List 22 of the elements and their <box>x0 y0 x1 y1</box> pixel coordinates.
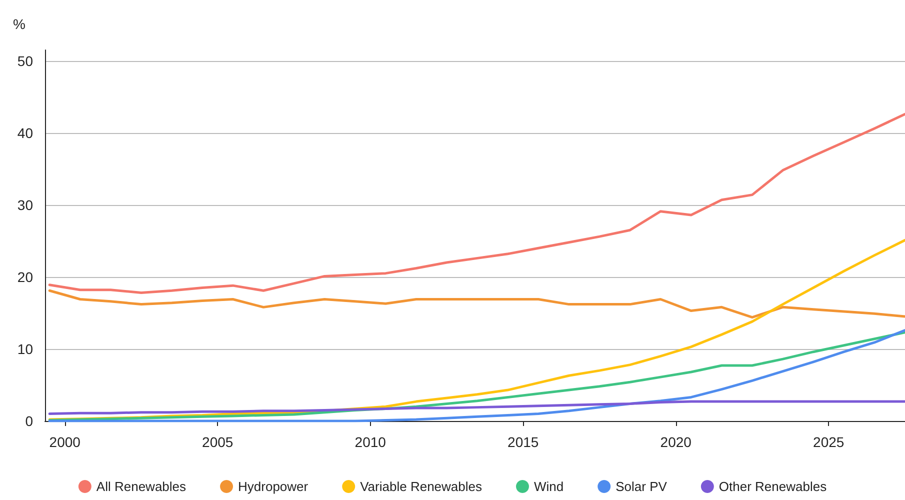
legend-label: Variable Renewables <box>360 479 482 494</box>
x-tick-label: 2015 <box>508 434 539 450</box>
x-tick-label: 2000 <box>49 434 81 450</box>
y-tick-label: 40 <box>17 124 34 141</box>
x-tick-label: 2020 <box>660 434 692 450</box>
line-series <box>48 112 905 294</box>
y-tick-label: 10 <box>17 340 34 357</box>
legend-label: Other Renewables <box>718 479 828 494</box>
legend-label: Wind <box>534 479 564 494</box>
y-tick-label: 0 <box>25 413 34 429</box>
line-series <box>48 400 905 416</box>
y-axis-title: % <box>13 16 26 32</box>
legend-label: Hydropower <box>238 479 309 494</box>
legend-label: All Renewables <box>96 479 187 494</box>
legend-label: Solar PV <box>616 479 668 494</box>
x-tick-label: 2005 <box>202 434 234 450</box>
y-tick-label: 30 <box>17 196 34 213</box>
y-tick-label: 50 <box>17 52 34 69</box>
y-tick-label: 20 <box>17 268 34 285</box>
line-series <box>48 289 905 319</box>
x-tick-label: 2010 <box>354 434 386 450</box>
x-tick-label: 2025 <box>813 434 844 450</box>
